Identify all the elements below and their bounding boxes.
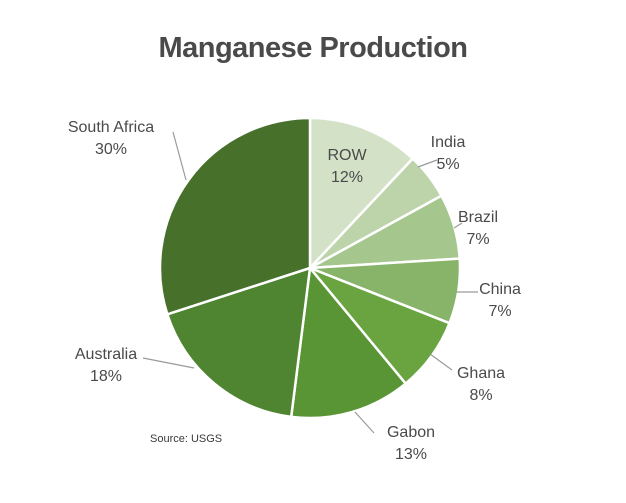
leader-line-brazil	[453, 222, 463, 229]
leader-line-south-africa	[172, 131, 187, 181]
chart-title: Manganese Production	[158, 32, 468, 64]
slice-value-china: 7%	[488, 303, 511, 320]
slice-value-brazil: 7%	[466, 231, 489, 248]
slice-value-australia: 18%	[90, 368, 122, 385]
slice-value-ghana: 8%	[469, 387, 492, 404]
slice-label-south-africa: South Africa	[68, 119, 154, 136]
slices-layer	[158, 116, 462, 420]
leaders-layer	[142, 131, 478, 434]
slice-label-ghana: Ghana	[457, 365, 505, 382]
slice-label-india: India	[431, 134, 466, 151]
slice-label-australia: Australia	[75, 346, 137, 363]
slice-label-row: ROW	[327, 147, 367, 164]
slice-label-gabon: Gabon	[387, 424, 435, 441]
labels-layer: ROW 12% India 5% Brazil 7% China 7% Ghana 8% Gabon…	[68, 119, 521, 463]
slice-value-row: 12%	[331, 169, 363, 186]
leader-line-australia	[142, 357, 195, 369]
slice-gabon	[289, 264, 408, 420]
slice-australia	[165, 266, 312, 419]
slice-value-gabon: 13%	[395, 446, 427, 463]
leader-line-ghana	[429, 353, 453, 371]
slice-value-india: 5%	[436, 156, 459, 173]
slice-value-south-africa: 30%	[95, 141, 127, 158]
slice-south-africa	[158, 116, 312, 316]
slice-label-china: China	[479, 281, 521, 298]
slice-row	[308, 116, 415, 272]
slice-label-brazil: Brazil	[458, 209, 498, 226]
source-note: Source: USGS	[150, 433, 223, 445]
leader-line-india	[417, 159, 438, 168]
leader-line-gabon	[354, 411, 375, 434]
